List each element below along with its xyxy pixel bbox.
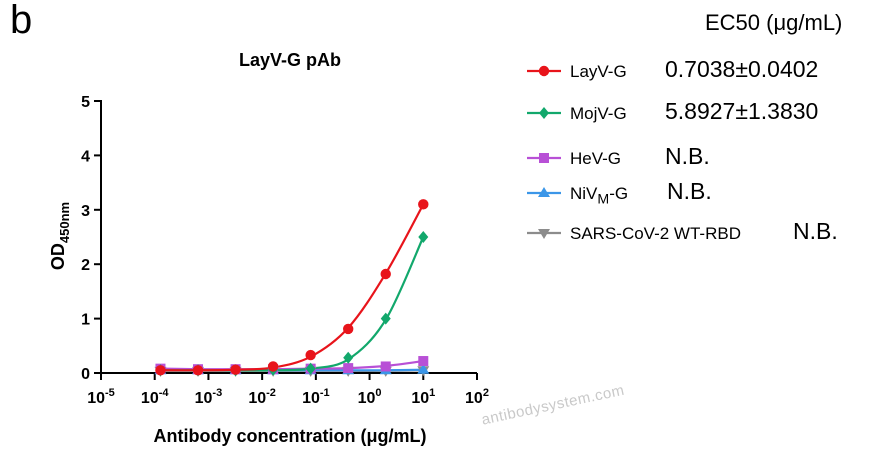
ec50-value-layv: 0.7038±0.0402 [665,56,819,82]
data-point [305,362,316,375]
legend-label: MojV-G [570,104,627,123]
x-tick-label: 10-3 [195,387,223,407]
data-point [192,365,204,376]
legend-label: LayV-G [570,62,627,81]
data-point [380,268,391,280]
x-tick-label: 10-5 [87,387,115,407]
data-point [230,364,241,375]
legend-swatch-2 [527,153,561,163]
y-tick-label: 3 [81,203,90,220]
y-tick-label: 1 [81,312,90,329]
legend-swatch-3 [527,187,561,197]
legend-swatch-4 [527,229,561,239]
legend-marker [538,229,550,239]
series-line-0 [160,203,425,372]
panel-letter: b [10,0,33,42]
chart-title: LayV-G pAb [239,50,341,70]
legend-item-hev: HeV-G N.B. [525,143,885,173]
y-axis-label: OD450nm [48,202,72,270]
legend-swatch-0 [527,65,561,77]
legend-item-mojv: MojV-G 5.8927±1.3830 [525,98,885,128]
x-tick-label: 102 [465,387,489,407]
y-tick-label: 4 [81,148,90,165]
legend-item-sars: SARS-CoV-2 WT-RBD N.B. [525,218,885,248]
y-tick-label: 2 [81,257,90,274]
x-axis-label: Antibody concentration (μg/mL) [154,426,427,446]
legend-label: NiVM-G [570,184,629,208]
legend-swatch-1 [527,107,561,119]
legend-label: HeV-G [570,149,622,168]
legend-item-layv: LayV-G 0.7038±0.0402 [525,56,885,86]
data-point [417,363,430,374]
legend-label: SARS-CoV-2 WT-RBD [570,224,741,243]
legend-marker [538,65,550,77]
ec50-header: EC50 (μg/mL) [705,10,843,35]
series-line-1 [160,236,425,372]
legend-marker [539,153,549,163]
y-axis-label-sub: 450nm [57,202,72,243]
ec50-value-mojv: 5.8927±1.3830 [665,98,819,124]
data-point [343,351,354,364]
data-point [380,361,391,372]
data-point [380,312,391,325]
data-point [418,356,429,367]
data-point [418,231,429,243]
y-tick-label: 0 [81,366,90,383]
data-point [342,323,354,335]
ec50-value-nivm: N.B. [667,178,712,204]
data-point [305,349,316,361]
legend-marker [538,187,550,197]
data-point [343,363,354,374]
data-point [418,199,429,210]
y-tick-label: 5 [81,94,90,111]
x-tick-label: 101 [411,387,435,407]
ec50-value-hev: N.B. [665,143,710,169]
legend-marker [539,107,549,119]
data-point [155,365,166,376]
x-tick-label: 100 [358,387,382,407]
x-tick-label: 10-2 [248,387,276,407]
ec50-value-sars: N.B. [793,218,838,244]
y-axis-label-main: OD [48,243,68,270]
legend-item-nivm: NiVM-G N.B. [525,178,885,208]
data-point [267,361,279,372]
x-tick-label: 10-4 [141,387,169,407]
x-tick-label: 10-1 [302,387,330,407]
